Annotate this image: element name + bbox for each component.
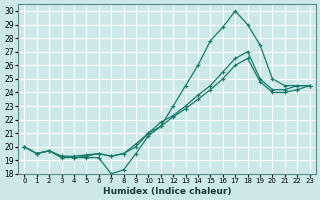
X-axis label: Humidex (Indice chaleur): Humidex (Indice chaleur) xyxy=(103,187,231,196)
